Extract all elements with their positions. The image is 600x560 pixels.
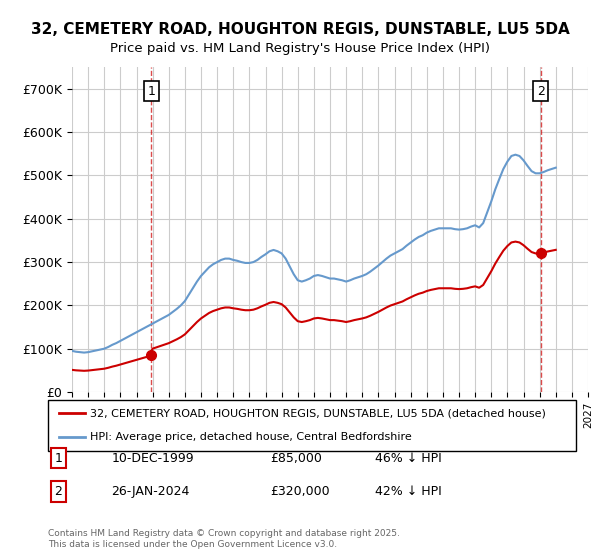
Text: 1: 1 — [148, 85, 155, 97]
Text: 1: 1 — [55, 451, 62, 465]
Text: Price paid vs. HM Land Registry's House Price Index (HPI): Price paid vs. HM Land Registry's House … — [110, 42, 490, 55]
Text: 10-DEC-1999: 10-DEC-1999 — [112, 451, 194, 465]
Text: 42% ↓ HPI: 42% ↓ HPI — [376, 485, 442, 498]
Text: Contains HM Land Registry data © Crown copyright and database right 2025.
This d: Contains HM Land Registry data © Crown c… — [48, 529, 400, 549]
Text: 32, CEMETERY ROAD, HOUGHTON REGIS, DUNSTABLE, LU5 5DA: 32, CEMETERY ROAD, HOUGHTON REGIS, DUNST… — [31, 22, 569, 38]
Text: HPI: Average price, detached house, Central Bedfordshire: HPI: Average price, detached house, Cent… — [90, 432, 412, 442]
Text: £320,000: £320,000 — [270, 485, 329, 498]
Text: 26-JAN-2024: 26-JAN-2024 — [112, 485, 190, 498]
Text: £85,000: £85,000 — [270, 451, 322, 465]
Text: 2: 2 — [537, 85, 545, 97]
FancyBboxPatch shape — [48, 400, 576, 451]
Text: 46% ↓ HPI: 46% ↓ HPI — [376, 451, 442, 465]
Text: 32, CEMETERY ROAD, HOUGHTON REGIS, DUNSTABLE, LU5 5DA (detached house): 32, CEMETERY ROAD, HOUGHTON REGIS, DUNST… — [90, 408, 546, 418]
Text: 2: 2 — [55, 485, 62, 498]
